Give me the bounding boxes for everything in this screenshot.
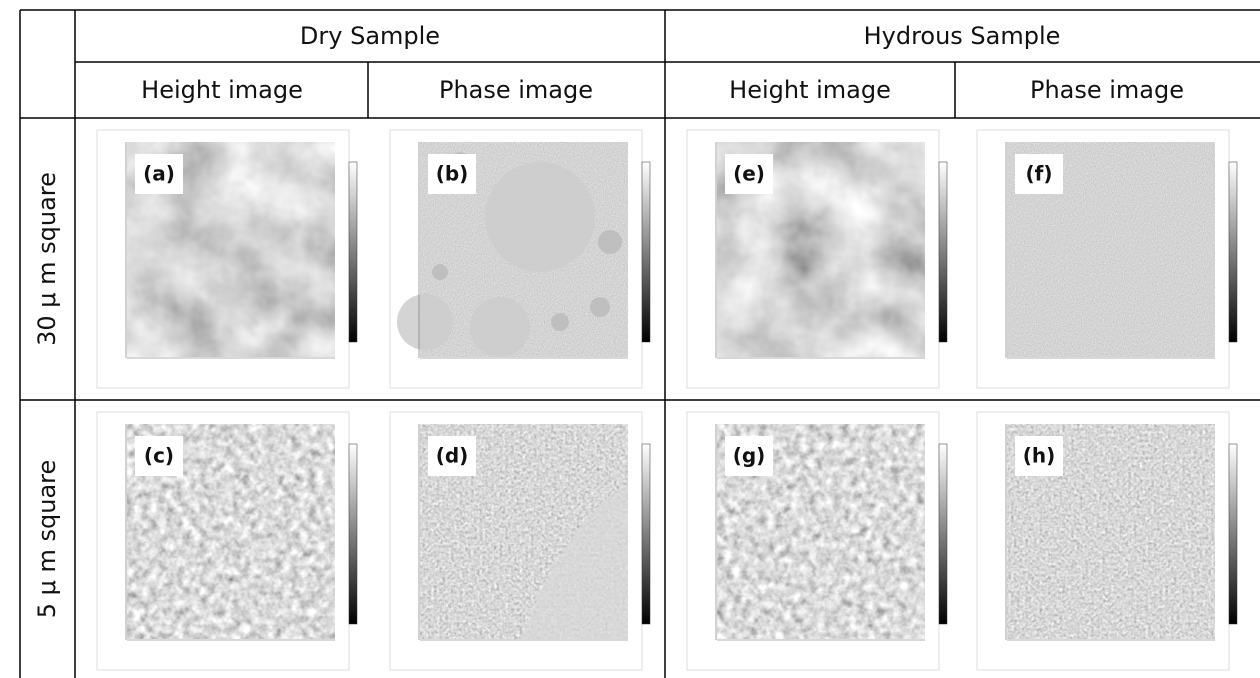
phase-domain	[551, 313, 569, 331]
panel-label: (e)	[733, 162, 765, 186]
phase-domain	[590, 297, 610, 317]
column-header: Height image	[141, 76, 303, 104]
colorbar	[939, 444, 947, 624]
panel-label: (h)	[1023, 444, 1056, 468]
colorbar	[642, 162, 650, 342]
group-header: Dry Sample	[300, 22, 440, 50]
afm-panel: (e)	[687, 130, 947, 388]
afm-panel: (h)	[977, 412, 1237, 670]
phase-domain	[432, 264, 448, 280]
phase-domain	[485, 162, 595, 272]
afm-panel: (c)	[97, 412, 357, 670]
afm-panel: (g)	[687, 412, 947, 670]
phase-domain	[397, 294, 453, 350]
figure-table: Dry Sample Hydrous Sample Height image P…	[0, 0, 1260, 678]
group-header: Hydrous Sample	[864, 22, 1061, 50]
row-label: 5 μ m square	[33, 460, 61, 619]
colorbar	[642, 444, 650, 624]
colorbar	[1229, 162, 1237, 342]
phase-domain	[598, 230, 622, 254]
column-header: Phase image	[439, 76, 593, 104]
phase-domain	[470, 297, 530, 357]
column-header: Height image	[729, 76, 891, 104]
afm-panel: (f)	[977, 130, 1237, 388]
panel-label: (c)	[144, 444, 174, 468]
colorbar	[349, 444, 357, 624]
afm-panel: (d)	[390, 412, 650, 670]
row-label: 30 μ m square	[33, 172, 61, 346]
afm-panel: (a)	[97, 130, 357, 388]
afm-panel: (b)	[390, 130, 650, 388]
colorbar	[349, 162, 357, 342]
panel-label: (d)	[436, 444, 469, 468]
panel-label: (a)	[143, 162, 175, 186]
colorbar	[1229, 444, 1237, 624]
panel-label: (f)	[1026, 162, 1053, 186]
panel-label: (g)	[733, 444, 766, 468]
colorbar	[939, 162, 947, 342]
column-header: Phase image	[1030, 76, 1184, 104]
panel-label: (b)	[436, 162, 469, 186]
